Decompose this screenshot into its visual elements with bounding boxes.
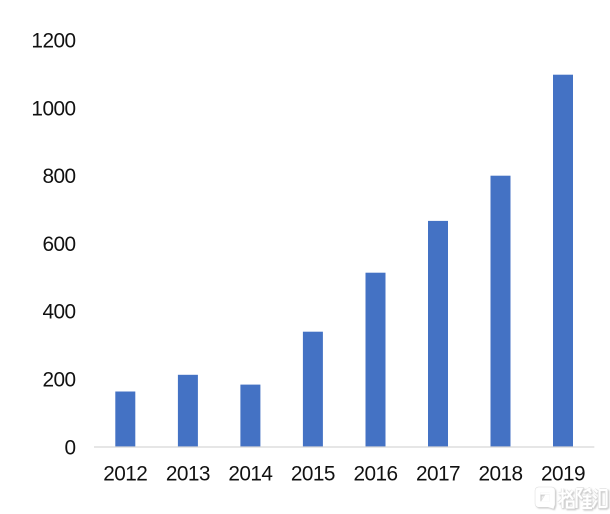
svg-text:2016: 2016 xyxy=(353,463,397,486)
svg-text:1200: 1200 xyxy=(31,30,75,53)
svg-text:2012: 2012 xyxy=(103,463,147,486)
svg-text:0: 0 xyxy=(64,436,75,459)
svg-text:2014: 2014 xyxy=(228,463,272,486)
svg-text:2017: 2017 xyxy=(416,463,460,486)
svg-text:400: 400 xyxy=(42,301,75,324)
svg-text:2019: 2019 xyxy=(541,463,585,486)
svg-text:200: 200 xyxy=(42,369,75,392)
svg-text:800: 800 xyxy=(42,165,75,188)
svg-text:2015: 2015 xyxy=(291,463,335,486)
svg-text:600: 600 xyxy=(42,233,75,256)
svg-text:1000: 1000 xyxy=(31,97,75,120)
svg-text:2013: 2013 xyxy=(166,463,210,486)
svg-text:2018: 2018 xyxy=(478,463,522,486)
